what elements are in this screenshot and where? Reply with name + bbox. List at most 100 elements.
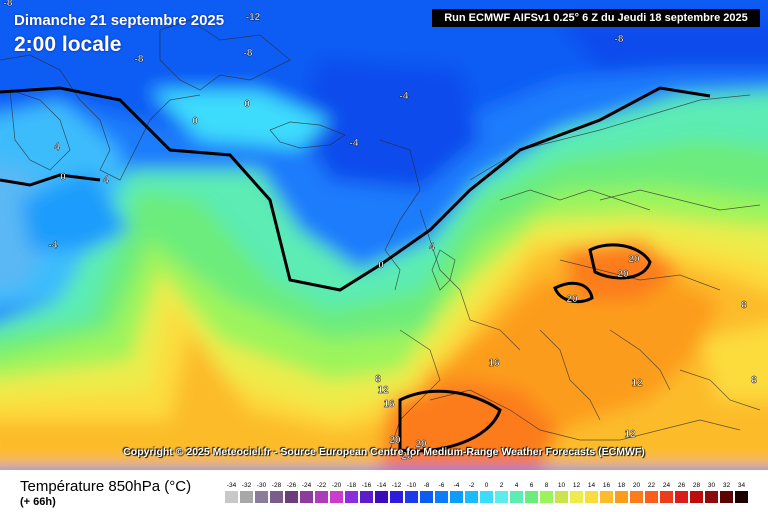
legend-tick-label: -34	[227, 482, 237, 489]
legend-tick-label: 6	[530, 482, 534, 489]
isotherm-label: -4	[400, 91, 409, 102]
parameter-title: Température 850hPa (°C)	[20, 478, 192, 495]
legend-swatch	[495, 491, 508, 503]
isotherm-label: -4	[350, 138, 359, 149]
legend-swatch	[255, 491, 268, 503]
legend-tick-label: -6	[439, 482, 445, 489]
isotherm-label: 20	[566, 294, 578, 305]
isotherm-label: 12	[624, 429, 636, 440]
lead-time-label: (+ 66h)	[20, 496, 56, 508]
legend-tick-label: -26	[287, 482, 297, 489]
legend-swatch	[675, 491, 688, 503]
legend-swatch	[555, 491, 568, 503]
isotherm-label: 20	[415, 439, 427, 450]
isotherm-label: 16	[488, 358, 500, 369]
legend-swatch	[480, 491, 493, 503]
isotherm-label: 20	[628, 254, 640, 265]
legend-swatch	[450, 491, 463, 503]
legend-tick-label: 14	[588, 482, 596, 489]
legend-tick-label: 8	[545, 482, 549, 489]
forecast-date: Dimanche 21 septembre 2025	[14, 12, 225, 29]
isotherm-label: -8	[4, 0, 13, 9]
legend-tick-label: 12	[573, 482, 581, 489]
legend-tick-label: 10	[558, 482, 566, 489]
legend-swatch	[705, 491, 718, 503]
isotherm-label: 8	[751, 375, 757, 386]
legend-swatch	[630, 491, 643, 503]
legend-swatch	[525, 491, 538, 503]
legend-swatch	[315, 491, 328, 503]
legend-swatch	[405, 491, 418, 503]
legend-tick-label: -32	[242, 482, 252, 489]
isotherm-label: 4	[103, 175, 109, 186]
isotherm-label: 20	[389, 435, 401, 446]
legend-tick-label: 22	[648, 482, 656, 489]
legend-tick-label: -30	[257, 482, 267, 489]
legend-swatch	[270, 491, 283, 503]
legend-swatch	[465, 491, 478, 503]
isotherm-label: 0	[60, 172, 66, 183]
legend-tick-label: 4	[515, 482, 519, 489]
legend-tick-label: -4	[454, 482, 460, 489]
isotherm-label: 8	[375, 374, 381, 385]
legend-swatch	[225, 491, 238, 503]
legend-swatch	[540, 491, 553, 503]
legend-tick-label: -12	[392, 482, 402, 489]
legend-swatch	[420, 491, 433, 503]
legend-tick-label: 20	[633, 482, 641, 489]
temperature-field	[0, 0, 768, 470]
isotherm-label: -8	[615, 34, 624, 45]
legend-tick-label: -10	[407, 482, 417, 489]
isotherm-label: -12	[246, 12, 261, 23]
legend-tick-label: -18	[347, 482, 357, 489]
legend-tick-label: 30	[708, 482, 716, 489]
isotherm-label: 16	[383, 399, 395, 410]
isotherm-label: 0	[378, 260, 384, 271]
isotherm-label: -8	[135, 54, 144, 65]
legend-tick-label: 16	[603, 482, 611, 489]
legend-swatch	[330, 491, 343, 503]
isotherm-label: 20	[617, 269, 629, 280]
legend-swatch	[720, 491, 733, 503]
legend-tick-label: -28	[272, 482, 282, 489]
legend-tick-label: -2	[469, 482, 475, 489]
legend-tick-label: 0	[485, 482, 489, 489]
legend-swatch	[240, 491, 253, 503]
legend-swatch	[510, 491, 523, 503]
legend-tick-label: 2	[500, 482, 504, 489]
isotherm-label: 12	[631, 378, 643, 389]
legend-tick-label: -14	[377, 482, 387, 489]
isotherm-label: 20	[401, 451, 413, 462]
legend-swatch	[615, 491, 628, 503]
legend-swatch	[645, 491, 658, 503]
legend-swatch	[660, 491, 673, 503]
legend-tick-label: -8	[424, 482, 430, 489]
legend-swatch	[600, 491, 613, 503]
isotherm-label: 0	[244, 99, 250, 110]
legend-swatch	[345, 491, 358, 503]
legend-swatch	[360, 491, 373, 503]
legend-tick-label: -24	[302, 482, 312, 489]
legend-swatch	[375, 491, 388, 503]
isotherm-label: -8	[244, 48, 253, 59]
legend-tick-label: -22	[317, 482, 327, 489]
isotherm-label: 4	[429, 242, 435, 253]
isotherm-label: 4	[54, 142, 60, 153]
legend-tick-label: 28	[693, 482, 701, 489]
legend-tick-label: 34	[738, 482, 746, 489]
legend-tick-label: -20	[332, 482, 342, 489]
legend-tick-label: -16	[362, 482, 372, 489]
isotherm-label: 8	[741, 300, 747, 311]
legend-tick-label: 32	[723, 482, 731, 489]
coastlines	[0, 19, 761, 451]
map-footer: Température 850hPa (°C) (+ 66h) -34 -32 -3…	[0, 470, 768, 512]
copyright-notice: Copyright © 2025 Meteociel.fr - Source E…	[123, 446, 645, 458]
isotherm-lines	[0, 86, 711, 453]
legend-swatch	[585, 491, 598, 503]
isotherm-label: 0	[192, 116, 198, 127]
isotherm-label: 12	[377, 385, 389, 396]
legend-swatch	[570, 491, 583, 503]
